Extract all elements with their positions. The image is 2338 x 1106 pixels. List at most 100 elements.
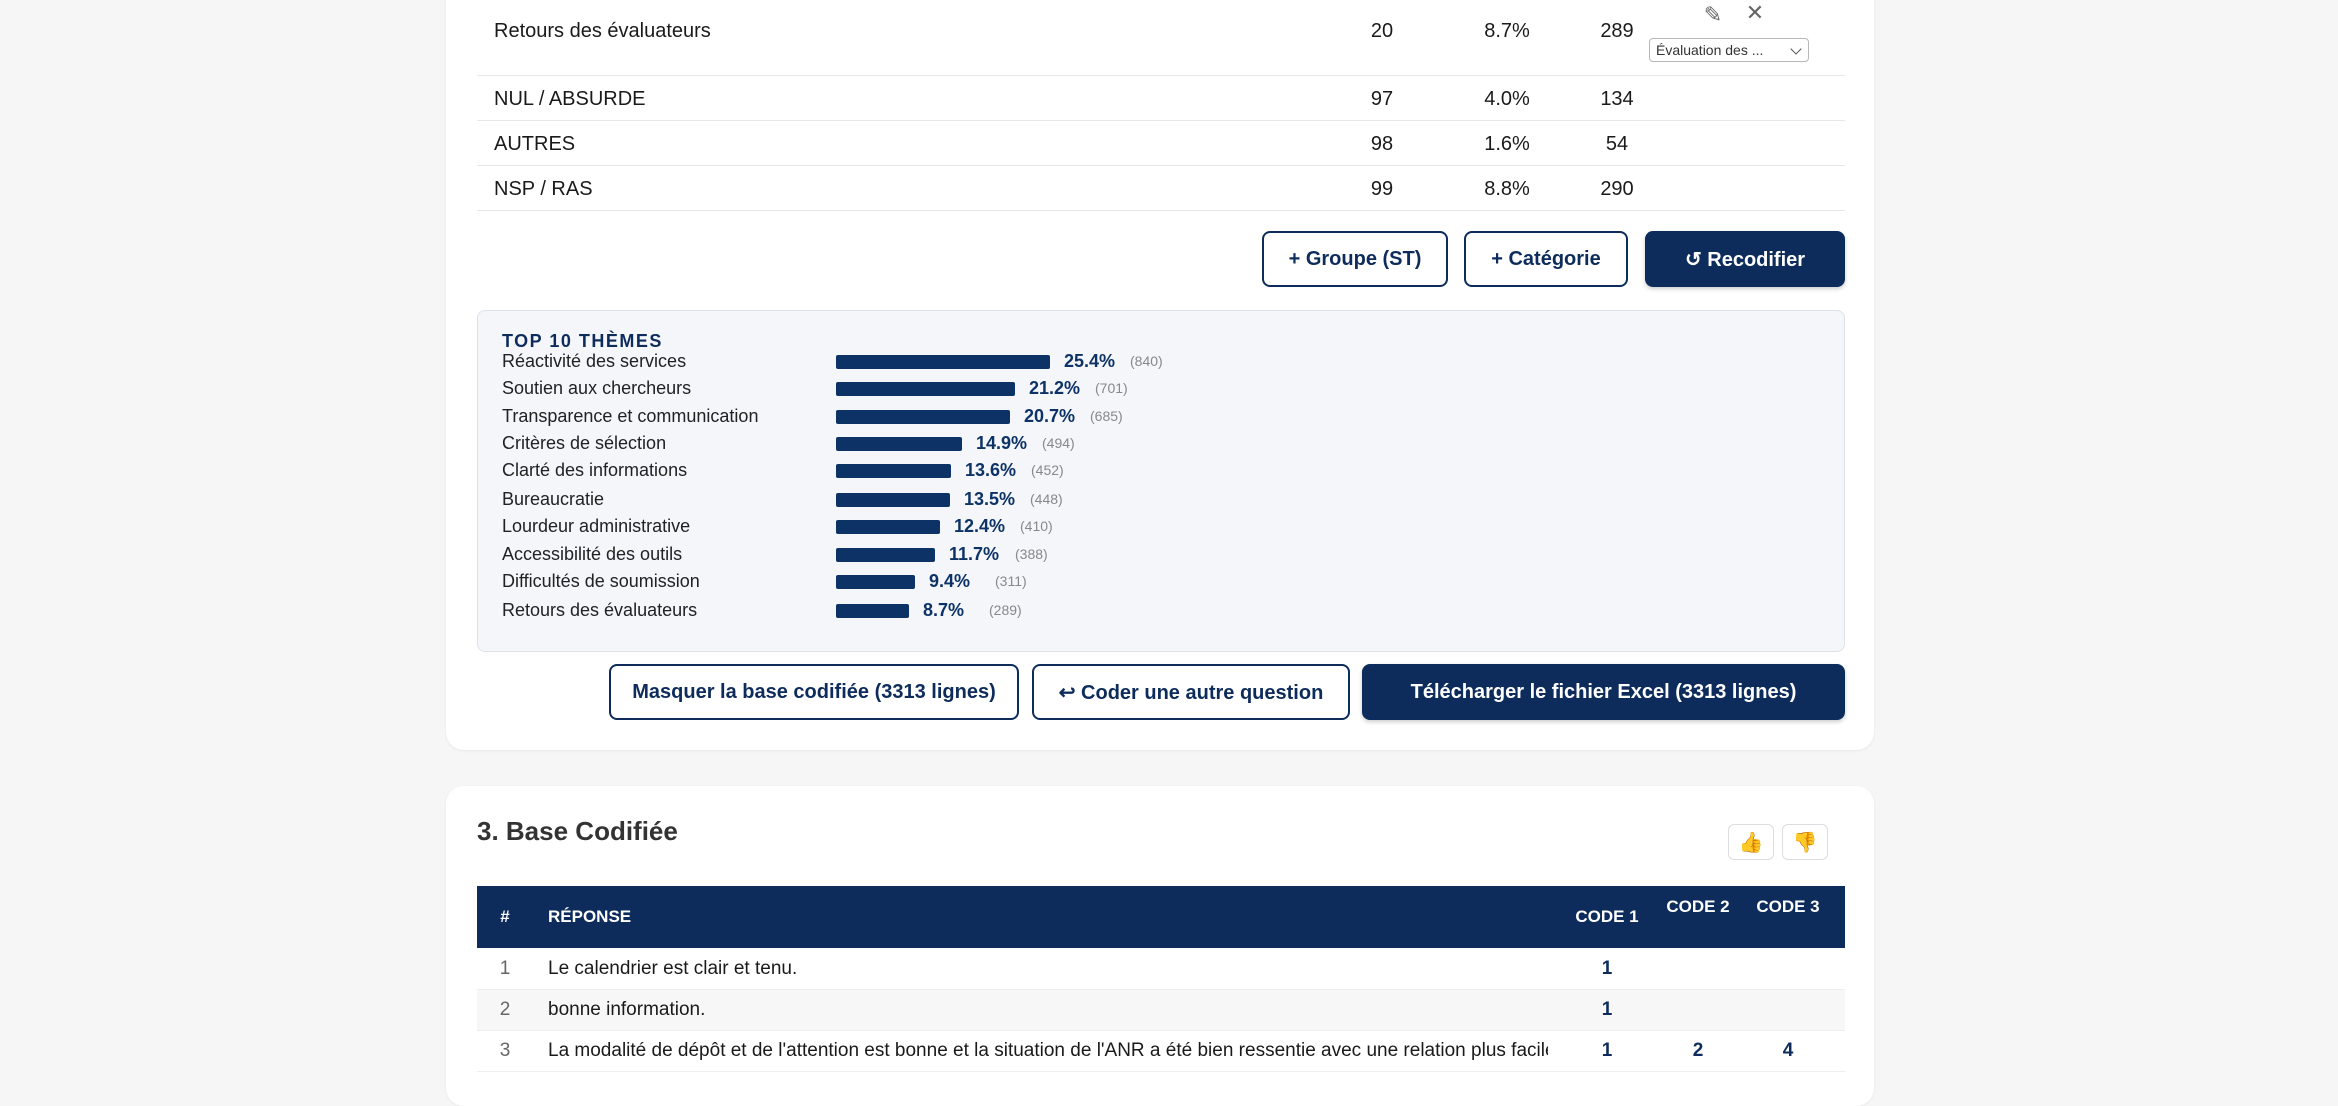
code-number: 99 [1370,178,1394,200]
theme-count: (289) [989,601,1022,618]
theme-name: Bureaucratie [502,488,605,509]
theme-name: Clarté des informations [502,460,688,480]
row-response: La modalité de dépôt et de l'attention e… [548,1040,1548,1061]
theme-name: Retours des évaluateurs [502,599,698,620]
edit-icon[interactable]: ✎ [1703,2,1723,27]
theme-row: Réactivité des services 25.4% (840) [502,349,1802,375]
code-percent: 8.8% [1484,178,1530,200]
code-count: 290 [1600,178,1634,200]
base-table-header: # RÉPONSE CODE 1 CODE 2 CODE 3 [477,886,1845,948]
theme-percent: 21.2% [1029,377,1081,398]
row-response: Le calendrier est clair et tenu. [548,958,798,979]
theme-bar [836,437,962,451]
code-label: NSP / RAS [494,178,593,200]
row-number: 2 [499,999,511,1020]
section-title: 3. Base Codifiée [477,816,678,846]
chevron-down-icon [1790,43,1802,55]
theme-bar [836,603,909,618]
thumbs-up-button[interactable]: 👍 [1728,824,1774,860]
theme-name: Soutien aux chercheurs [502,377,692,398]
theme-row: Clarté des informations 13.6% (452) [502,458,1802,484]
theme-bar [836,575,915,589]
add-group-button[interactable]: + Groupe (ST) [1262,231,1448,287]
header-code3: CODE 3 [1756,897,1820,916]
theme-count: (311) [995,573,1027,589]
code-number: 97 [1370,88,1394,110]
close-icon[interactable]: ✕ [1745,0,1765,25]
theme-name: Lourdeur administrative [502,515,691,536]
theme-row: Retours des évaluateurs 8.7% (289) [502,598,1802,624]
code-percent: 8.7% [1484,20,1530,42]
row-code3: 4 [1782,1040,1794,1061]
theme-row: Accessibilité des outils 11.7% (388) [502,542,1802,568]
theme-bar [836,464,951,478]
code-row: NUL / ABSURDE 97 4.0% 134 [477,76,1845,121]
theme-select[interactable]: Évaluation des ... [1649,38,1809,62]
theme-count: (494) [1042,435,1075,451]
row-code1: 1 [1601,999,1613,1020]
theme-percent: 9.4% [929,571,971,591]
theme-row: Transparence et communication 20.7% (685) [502,404,1802,430]
code-label: Retours des évaluateurs [494,20,711,42]
row-number: 3 [499,1040,511,1061]
table-row: 2 bonne information. 1 [477,990,1845,1031]
recode-button[interactable]: ↺ Recodifier [1645,231,1845,287]
theme-bar [836,492,950,507]
row-code1: 1 [1601,1040,1613,1061]
theme-percent: 14.9% [976,433,1028,453]
code-percent: 1.6% [1484,133,1530,155]
code-count: 134 [1600,88,1634,110]
code-row: NSP / RAS 99 8.8% 290 [477,166,1845,211]
top-themes-panel: TOP 10 THÈMES Réactivité des services 25.… [477,310,1845,652]
theme-count: (840) [1130,352,1163,369]
theme-bar [836,354,1050,369]
theme-name: Difficultés de soumission [502,571,700,591]
theme-bar [836,519,940,534]
top-themes-title: TOP 10 THÈMES [502,331,663,351]
row-response: bonne information. [548,999,706,1020]
row-code2: 2 [1692,1040,1704,1061]
hide-base-button[interactable]: Masquer la base codifiée (3313 lignes) [609,664,1019,720]
theme-percent: 11.7% [949,544,1000,564]
code-number: 98 [1370,133,1394,155]
code-other-question-button[interactable]: ↩ Coder une autre question [1032,664,1350,720]
theme-name: Réactivité des services [502,350,687,371]
theme-bar [836,410,1010,424]
theme-select-value: Évaluation des ... [1656,42,1764,58]
theme-percent: 12.4% [954,515,1006,536]
code-row: Retours des évaluateurs 20 8.7% 289 [477,0,1845,76]
theme-percent: 20.7% [1024,406,1076,426]
theme-count: (410) [1020,517,1053,534]
theme-count: (388) [1015,546,1048,562]
code-percent: 4.0% [1484,88,1530,110]
theme-count: (448) [1030,490,1063,507]
theme-name: Transparence et communication [502,406,759,426]
code-count: 289 [1600,20,1634,42]
code-label: NUL / ABSURDE [494,88,646,110]
theme-percent: 13.5% [964,488,1016,509]
thumbs-down-button[interactable]: 👎 [1782,824,1828,860]
header-code2: CODE 2 [1666,897,1730,916]
code-count: 54 [1605,133,1629,155]
row-code1: 1 [1601,958,1613,979]
theme-row: Soutien aux chercheurs 21.2% (701) [502,376,1802,402]
table-row: 3 La modalité de dépôt et de l'attention… [477,1031,1845,1072]
table-row: 1 Le calendrier est clair et tenu. 1 [477,949,1845,990]
header-response: RÉPONSE [548,907,632,926]
header-code1: CODE 1 [1575,907,1639,926]
header-num: # [500,907,510,926]
theme-bar [836,381,1015,396]
code-number: 20 [1370,20,1394,42]
theme-count: (701) [1095,379,1128,396]
thumbs-up-icon: 👍 [1738,831,1764,854]
theme-count: (685) [1090,408,1123,424]
theme-count: (452) [1031,462,1064,478]
download-excel-button[interactable]: Télécharger le fichier Excel (3313 ligne… [1362,664,1845,720]
add-category-button[interactable]: + Catégorie [1464,231,1628,287]
theme-row: Critères de sélection 14.9% (494) [502,431,1802,457]
theme-row: Lourdeur administrative 12.4% (410) [502,514,1802,540]
thumbs-down-icon: 👎 [1792,831,1818,854]
code-label: AUTRES [494,133,576,155]
theme-name: Accessibilité des outils [502,544,683,564]
theme-row: Difficultés de soumission 9.4% (311) [502,569,1802,595]
